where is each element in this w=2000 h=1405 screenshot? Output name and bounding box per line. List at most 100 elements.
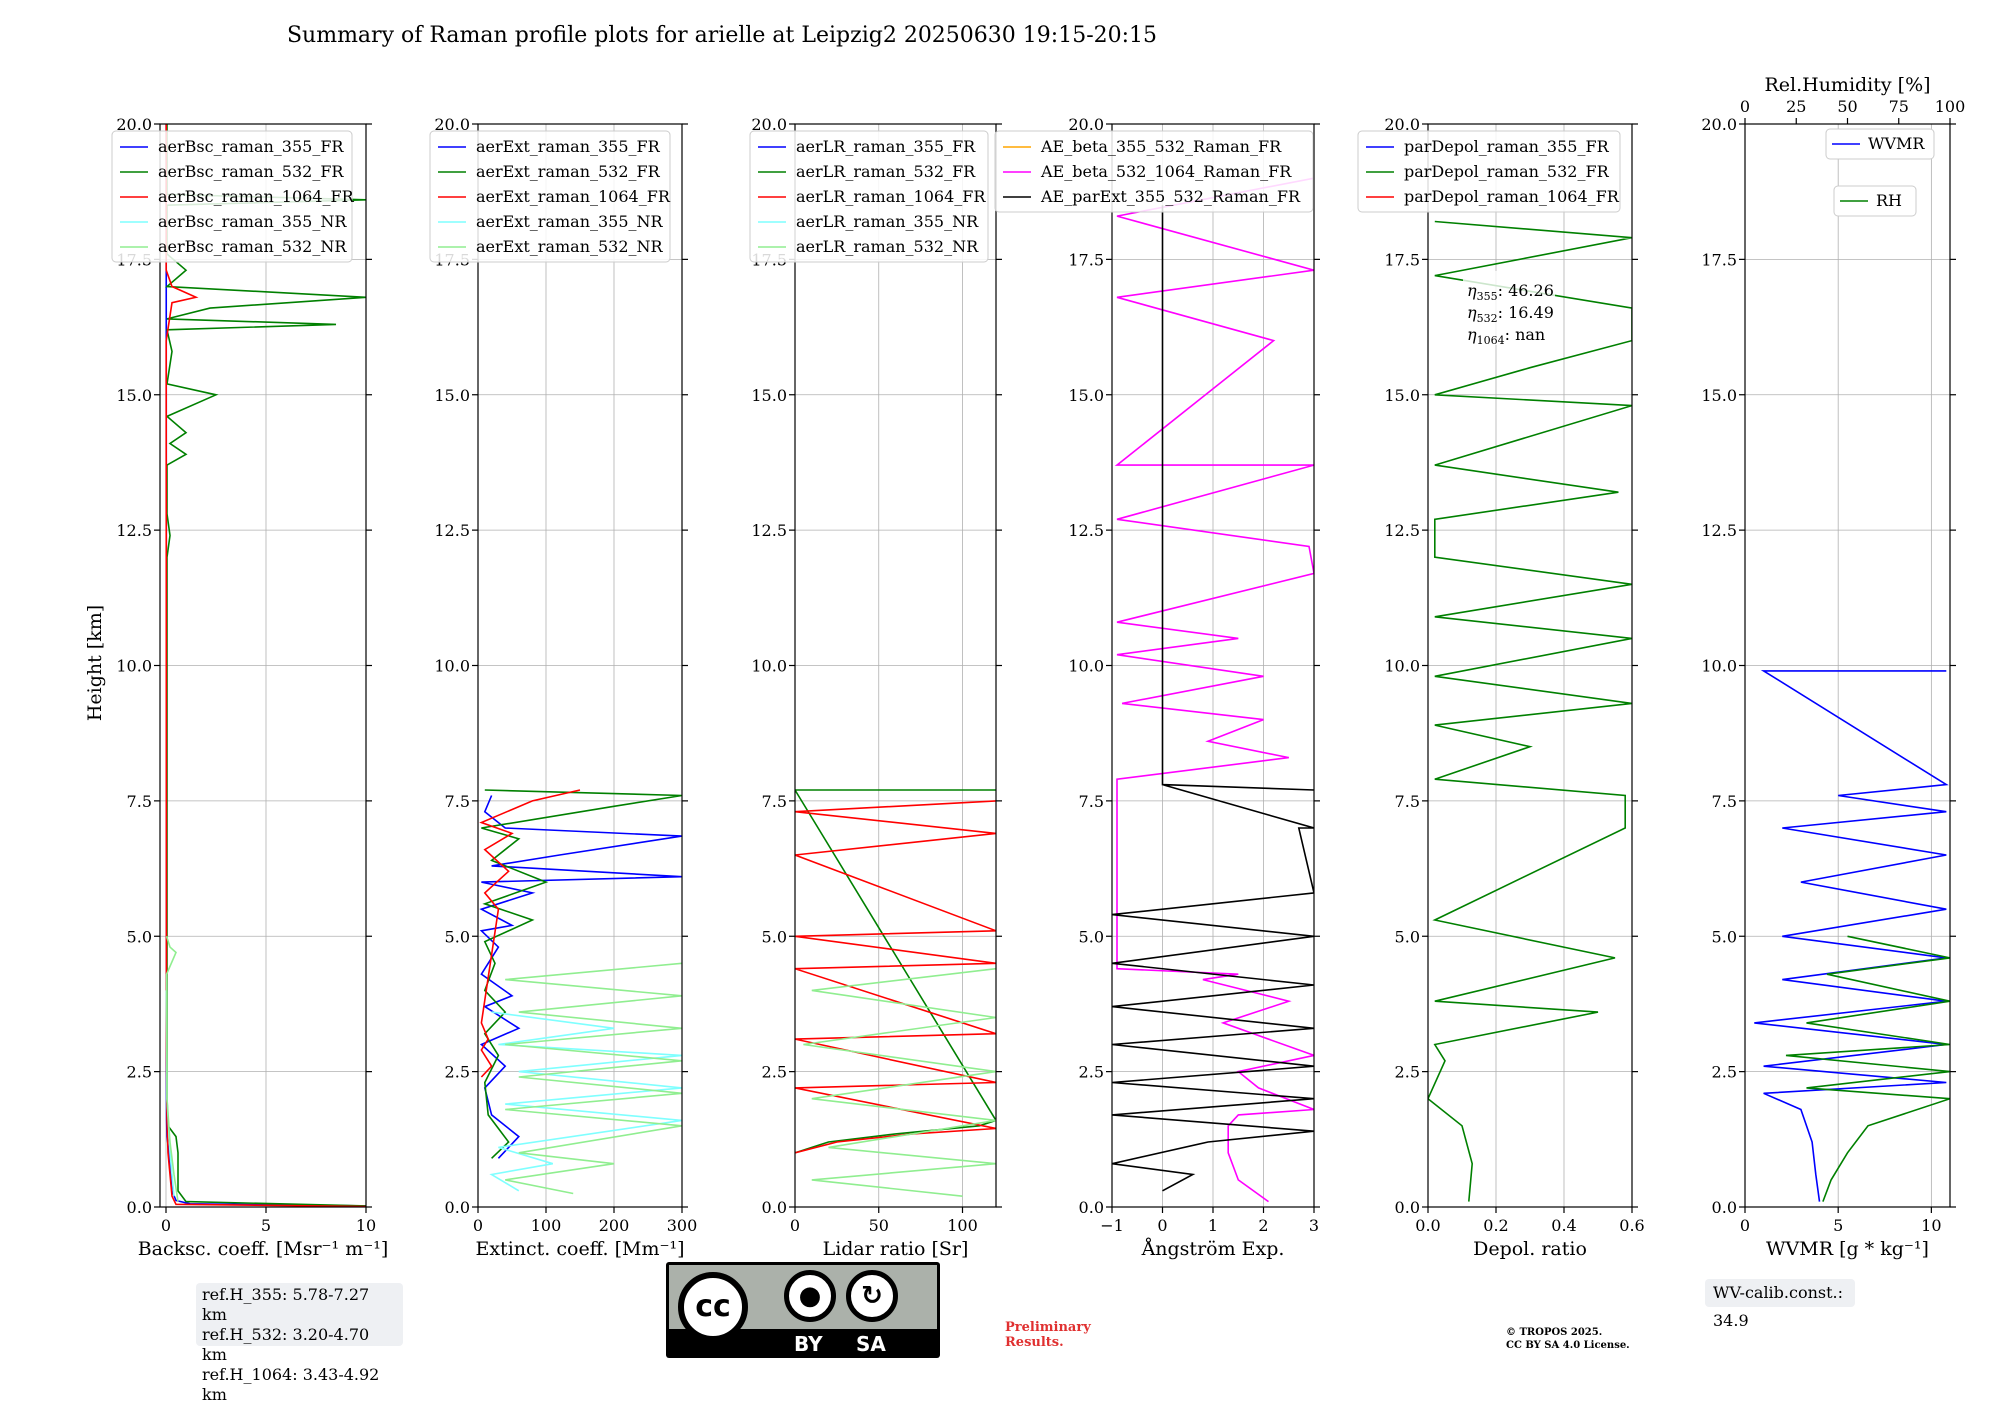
legend-label: aerBsc_raman_355_FR xyxy=(158,137,344,156)
height-axis-label: Height [km] xyxy=(84,605,106,721)
legend-box xyxy=(1833,185,1917,217)
series-line-aerExt_raman_532_FR xyxy=(481,789,682,1159)
series-line-aerExt_raman_355_FR xyxy=(479,795,682,1159)
y-tick-label: 2.5 xyxy=(1712,1063,1737,1082)
x-tick-label: 0 xyxy=(1740,1216,1750,1235)
y-tick-label: 17.5 xyxy=(1384,250,1420,269)
legend-label: AE_beta_532_1064_Raman_FR xyxy=(1040,162,1292,181)
legend-label: aerBsc_raman_355_NR xyxy=(158,212,347,231)
legend-label: aerLR_raman_532_NR xyxy=(796,237,979,256)
y-tick-label: 20.0 xyxy=(751,115,787,134)
x-tick-label: 3 xyxy=(1309,1216,1319,1235)
y-tick-label: 12.5 xyxy=(116,521,152,540)
top-x-tick-label: 75 xyxy=(1889,97,1909,116)
y-tick-label: 0.0 xyxy=(1079,1198,1104,1217)
legend-box xyxy=(994,130,1314,213)
legend-label: aerBsc_raman_532_NR xyxy=(158,237,347,256)
copyright-line-1: © TROPOS 2025. xyxy=(1506,1327,1603,1338)
legend-label: aerExt_raman_355_NR xyxy=(476,212,664,231)
x-axis-label: Lidar ratio [Sr] xyxy=(823,1238,969,1260)
legend-label: aerLR_raman_355_NR xyxy=(796,212,979,231)
chart-panel-2: 0.02.55.07.510.012.515.017.520.001002003… xyxy=(429,115,698,1260)
y-tick-label: 15.0 xyxy=(116,386,152,405)
legend-label: aerExt_raman_1064_FR xyxy=(476,187,671,206)
cc-icon: cc xyxy=(678,1272,748,1342)
copyright-note: © TROPOS 2025. CC BY SA 4.0 License. xyxy=(1506,1326,1630,1352)
x-tick-label: 2 xyxy=(1258,1216,1268,1235)
y-tick-label: 15.0 xyxy=(1701,386,1737,405)
y-tick-label: 10.0 xyxy=(116,657,152,676)
series-line-AE_parExt_355_532_Raman_FR xyxy=(1112,205,1314,1192)
preliminary-line-1: Preliminary xyxy=(1005,1320,1091,1335)
y-tick-label: 17.5 xyxy=(1701,250,1737,269)
y-tick-label: 15.0 xyxy=(1384,386,1420,405)
legend-label: aerLR_raman_355_FR xyxy=(796,137,976,156)
series-line-aerBsc_raman_532_NR xyxy=(165,936,179,1202)
y-tick-label: 2.5 xyxy=(1395,1063,1420,1082)
x-axis-label: Depol. ratio xyxy=(1473,1238,1587,1260)
chart-panel-3: 0.02.55.07.510.012.515.017.520.0050100Li… xyxy=(749,115,1002,1260)
y-tick-label: 5.0 xyxy=(1712,927,1737,946)
x-tick-label: 100 xyxy=(947,1216,978,1235)
x-tick-label: −1 xyxy=(1100,1216,1124,1235)
ref-height-355: ref.H_355: 5.78-7.27 km xyxy=(202,1285,370,1324)
legend-label: aerLR_raman_1064_FR xyxy=(796,187,986,206)
x-tick-label: 300 xyxy=(667,1216,698,1235)
y-tick-label: 5.0 xyxy=(1079,927,1104,946)
y-tick-label: 7.5 xyxy=(445,792,470,811)
top-x-tick-label: 100 xyxy=(1935,97,1966,116)
preliminary-note: Preliminary Results. xyxy=(1005,1320,1091,1350)
y-tick-label: 20.0 xyxy=(1068,115,1104,134)
y-tick-label: 5.0 xyxy=(762,927,787,946)
legend-label: AE_parExt_355_532_Raman_FR xyxy=(1040,187,1301,206)
chart-panel-4: 0.0 2.5 5.0 7.5 10.0 12.5 15.0 17.5 20.0 −1 0 1 2 3 Ån… xyxy=(994,115,1320,1260)
y-tick-label: 0.0 xyxy=(1712,1198,1737,1217)
series-line-aerLR_raman_1064_FR xyxy=(795,800,996,1154)
y-tick-label: 5.0 xyxy=(1395,927,1420,946)
y-tick-label: 20.0 xyxy=(116,115,152,134)
y-tick-label: 12.5 xyxy=(1384,521,1420,540)
y-tick-label: 10.0 xyxy=(1701,657,1737,676)
series-line-aerExt_raman_1064_FR xyxy=(479,789,581,1078)
x-tick-label: 0.6 xyxy=(1619,1216,1644,1235)
y-tick-label: 5.0 xyxy=(127,927,152,946)
x-tick-label: 0 xyxy=(161,1216,171,1235)
y-tick-label: 20.0 xyxy=(434,115,470,134)
y-tick-label: 10.0 xyxy=(1068,657,1104,676)
top-axis-label: Rel.Humidity [%] xyxy=(1764,74,1930,96)
y-tick-label: 2.5 xyxy=(1079,1063,1104,1082)
x-axis-label: Ångström Exp. xyxy=(1141,1238,1285,1260)
y-tick-label: 7.5 xyxy=(1079,792,1104,811)
chart-panel-1: 0.02.55.07.510.012.515.017.520.00510Back… xyxy=(111,115,388,1260)
legend-label: parDepol_raman_1064_FR xyxy=(1404,187,1620,206)
legend-label: aerBsc_raman_532_FR xyxy=(158,162,344,181)
y-tick-label: 10.0 xyxy=(1384,657,1420,676)
eta-annotation-line: η1064: nan xyxy=(1467,325,1545,347)
x-tick-label: 50 xyxy=(869,1216,889,1235)
x-tick-label: 10 xyxy=(356,1216,376,1235)
y-tick-label: 20.0 xyxy=(1384,115,1420,134)
x-tick-label: 0 xyxy=(790,1216,800,1235)
y-tick-label: 7.5 xyxy=(1712,792,1737,811)
y-tick-label: 10.0 xyxy=(751,657,787,676)
top-x-tick-label: 25 xyxy=(1786,97,1806,116)
x-axis-label: Extinct. coeff. [Mm⁻¹] xyxy=(475,1238,684,1260)
eta-annotation-box xyxy=(1463,271,1555,345)
y-tick-label: 0.0 xyxy=(762,1198,787,1217)
y-tick-label: 5.0 xyxy=(445,927,470,946)
y-tick-label: 15.0 xyxy=(434,386,470,405)
figure-title: Summary of Raman profile plots for ariel… xyxy=(287,23,1157,48)
series-line-AE_beta_532_1064_Raman_FR xyxy=(1114,177,1314,1203)
y-tick-label: 2.5 xyxy=(127,1063,152,1082)
ref-height-532: ref.H_532: 3.20-4.70 km xyxy=(202,1325,370,1364)
legend-box xyxy=(429,130,671,263)
x-tick-label: 100 xyxy=(531,1216,562,1235)
x-tick-label: 0 xyxy=(1157,1216,1167,1235)
top-x-tick-label: 50 xyxy=(1837,97,1857,116)
series-line-aerExt_raman_532_NR xyxy=(505,962,682,1195)
y-tick-label: 17.5 xyxy=(1068,250,1104,269)
y-tick-label: 0.0 xyxy=(127,1198,152,1217)
x-axis-label: WVMR [g * kg⁻¹] xyxy=(1766,1238,1929,1260)
series-line-RH xyxy=(1785,935,1950,1202)
y-tick-label: 0.0 xyxy=(445,1198,470,1217)
